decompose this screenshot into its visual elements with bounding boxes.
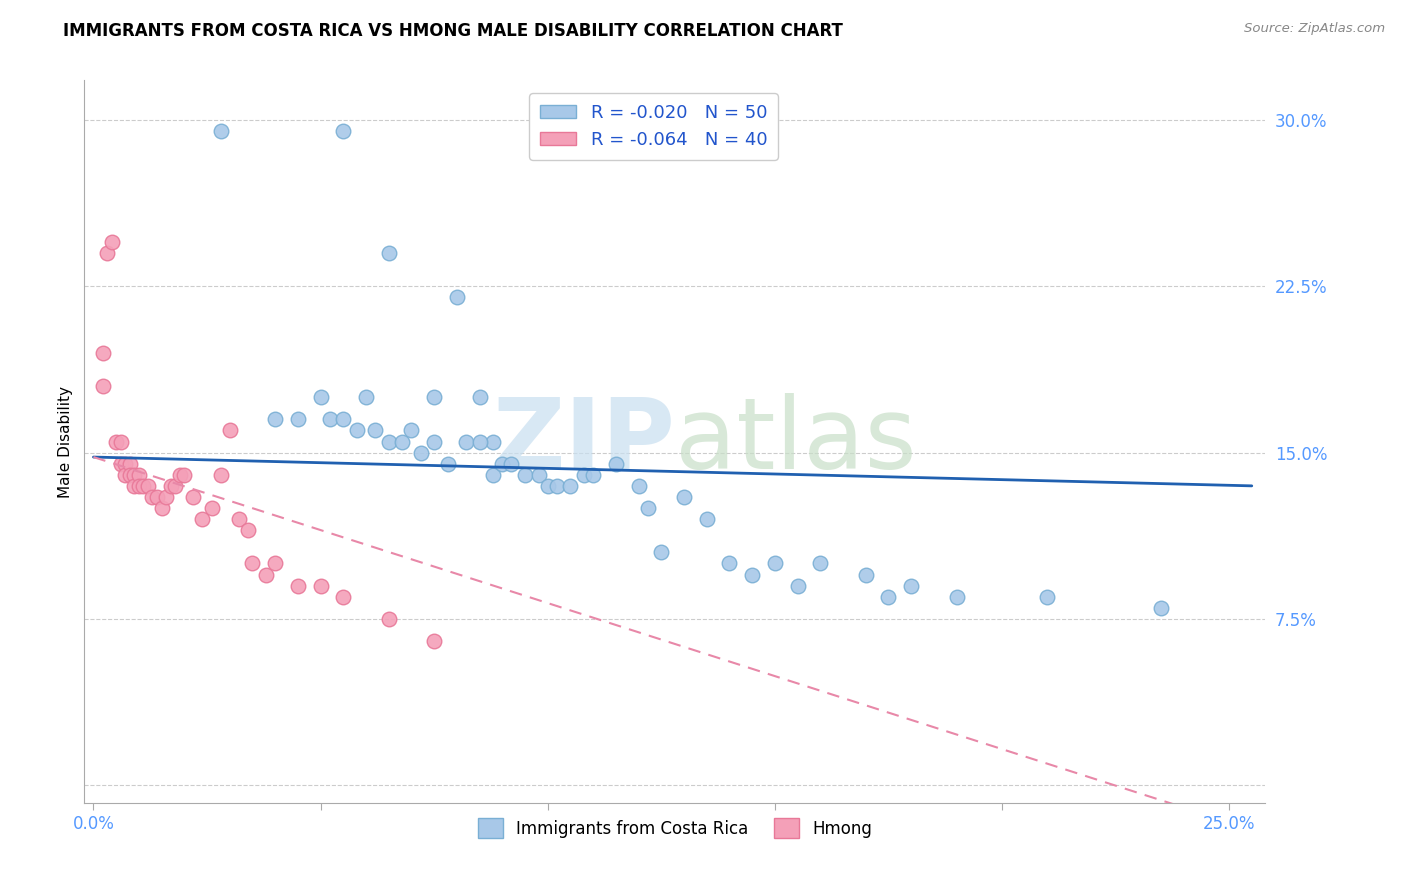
Point xyxy=(218,424,240,438)
Point xyxy=(423,390,446,404)
Point xyxy=(527,467,550,482)
Point xyxy=(159,479,181,493)
Point xyxy=(309,579,332,593)
Point xyxy=(877,590,900,604)
Point xyxy=(287,412,309,426)
Point xyxy=(501,457,523,471)
Point xyxy=(763,557,786,571)
Point xyxy=(332,412,354,426)
Point xyxy=(110,457,132,471)
Point xyxy=(741,567,763,582)
Point xyxy=(364,424,387,438)
Point xyxy=(91,379,114,393)
Legend: Immigrants from Costa Rica, Hmong: Immigrants from Costa Rica, Hmong xyxy=(471,812,879,845)
Point xyxy=(264,557,287,571)
Point xyxy=(900,579,922,593)
Point xyxy=(377,612,399,626)
Point xyxy=(287,579,309,593)
Point xyxy=(254,567,277,582)
Point xyxy=(637,501,659,516)
Point xyxy=(391,434,413,449)
Y-axis label: Male Disability: Male Disability xyxy=(58,385,73,498)
Point xyxy=(582,467,605,482)
Point xyxy=(124,479,146,493)
Text: ZIP: ZIP xyxy=(492,393,675,490)
Point xyxy=(436,457,458,471)
Point xyxy=(409,445,432,459)
Point xyxy=(155,490,177,504)
Point xyxy=(468,434,491,449)
Point xyxy=(128,467,150,482)
Point xyxy=(118,457,141,471)
Point xyxy=(377,434,399,449)
Point xyxy=(332,590,354,604)
Point xyxy=(114,457,136,471)
Point xyxy=(560,479,582,493)
Point xyxy=(124,467,146,482)
Point xyxy=(855,567,877,582)
Point xyxy=(309,390,332,404)
Point xyxy=(209,467,232,482)
Point xyxy=(696,512,718,526)
Point xyxy=(105,434,128,449)
Point xyxy=(96,246,118,260)
Point xyxy=(786,579,808,593)
Point xyxy=(346,424,368,438)
Point xyxy=(423,434,446,449)
Point xyxy=(141,490,163,504)
Point xyxy=(377,246,399,260)
Point xyxy=(173,467,195,482)
Point xyxy=(401,424,423,438)
Point xyxy=(332,124,354,138)
Point xyxy=(482,467,505,482)
Point xyxy=(132,479,155,493)
Point xyxy=(672,490,695,504)
Point xyxy=(118,467,141,482)
Point xyxy=(605,457,627,471)
Point xyxy=(169,467,191,482)
Point xyxy=(146,490,169,504)
Point xyxy=(627,479,650,493)
Point xyxy=(650,545,672,559)
Point xyxy=(100,235,122,249)
Point xyxy=(491,457,513,471)
Point xyxy=(468,390,491,404)
Point xyxy=(572,467,595,482)
Point xyxy=(423,634,446,648)
Point xyxy=(91,346,114,360)
Point xyxy=(264,412,287,426)
Point xyxy=(236,523,259,537)
Point xyxy=(150,501,173,516)
Point xyxy=(200,501,222,516)
Point xyxy=(1150,600,1173,615)
Point xyxy=(1036,590,1059,604)
Point xyxy=(114,467,136,482)
Point xyxy=(354,390,377,404)
Point xyxy=(209,124,232,138)
Point xyxy=(128,479,150,493)
Point xyxy=(242,557,264,571)
Point xyxy=(183,490,205,504)
Point xyxy=(454,434,477,449)
Point xyxy=(482,434,505,449)
Point xyxy=(546,479,568,493)
Point xyxy=(513,467,536,482)
Point xyxy=(228,512,250,526)
Text: atlas: atlas xyxy=(675,393,917,490)
Point xyxy=(318,412,340,426)
Text: Source: ZipAtlas.com: Source: ZipAtlas.com xyxy=(1244,22,1385,36)
Text: IMMIGRANTS FROM COSTA RICA VS HMONG MALE DISABILITY CORRELATION CHART: IMMIGRANTS FROM COSTA RICA VS HMONG MALE… xyxy=(63,22,844,40)
Point xyxy=(191,512,214,526)
Point xyxy=(718,557,741,571)
Point xyxy=(945,590,967,604)
Point xyxy=(808,557,831,571)
Point xyxy=(110,434,132,449)
Point xyxy=(136,479,159,493)
Point xyxy=(537,479,560,493)
Point xyxy=(446,290,468,304)
Point xyxy=(165,479,187,493)
